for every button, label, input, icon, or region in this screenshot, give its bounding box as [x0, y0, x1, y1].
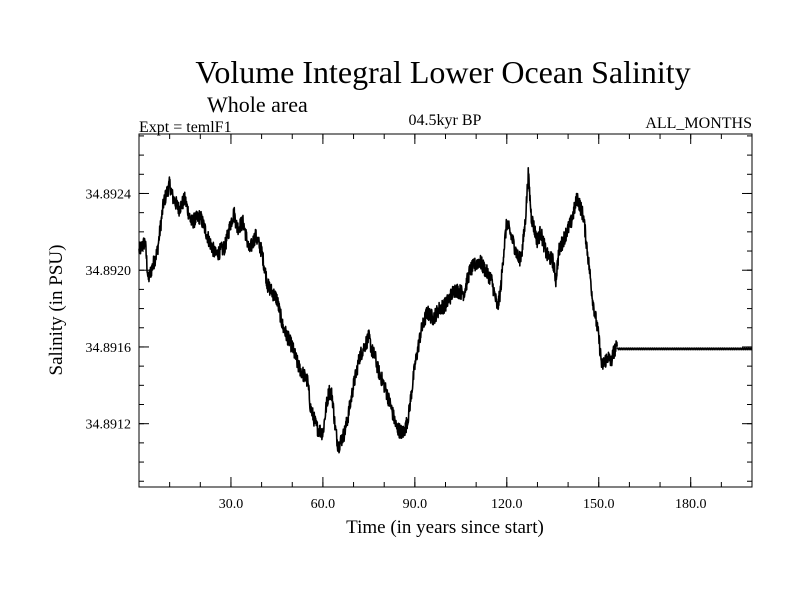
y-tick-label: 34.8912: [86, 418, 132, 433]
y-tick-label: 34.8924: [86, 187, 132, 202]
data-lines: [138, 167, 753, 454]
plot-frame: [138, 133, 753, 488]
experiment-label: Expt = temlF1: [139, 119, 232, 136]
y-tick-label: 34.8916: [86, 341, 132, 356]
salinity-tail-line: [616, 347, 753, 351]
salinity-series-line: [138, 167, 618, 454]
x-tick-label: 90.0: [403, 497, 428, 512]
chart-title: Volume Integral Lower Ocean Salinity: [195, 54, 690, 90]
x-tick-label: 180.0: [675, 497, 707, 512]
y-axis-label: Salinity (in PSU): [46, 245, 67, 376]
y-tick-label: 34.8920: [86, 264, 132, 279]
x-tick-label: 60.0: [311, 497, 336, 512]
axis-ticks: [139, 134, 752, 487]
months-label: ALL_MONTHS: [645, 115, 752, 132]
chart-subtitle: Whole area: [207, 92, 308, 117]
period-label: 04.5kyr BP: [409, 112, 482, 129]
x-tick-label: 150.0: [583, 497, 615, 512]
x-tick-label: 120.0: [491, 497, 523, 512]
x-tick-label: 30.0: [219, 497, 244, 512]
tick-labels: 30.0 60.0 90.0 120.0 150.0 180.0 34.8912 34.891…: [86, 187, 707, 512]
x-axis-label: Time (in years since start): [346, 517, 544, 538]
